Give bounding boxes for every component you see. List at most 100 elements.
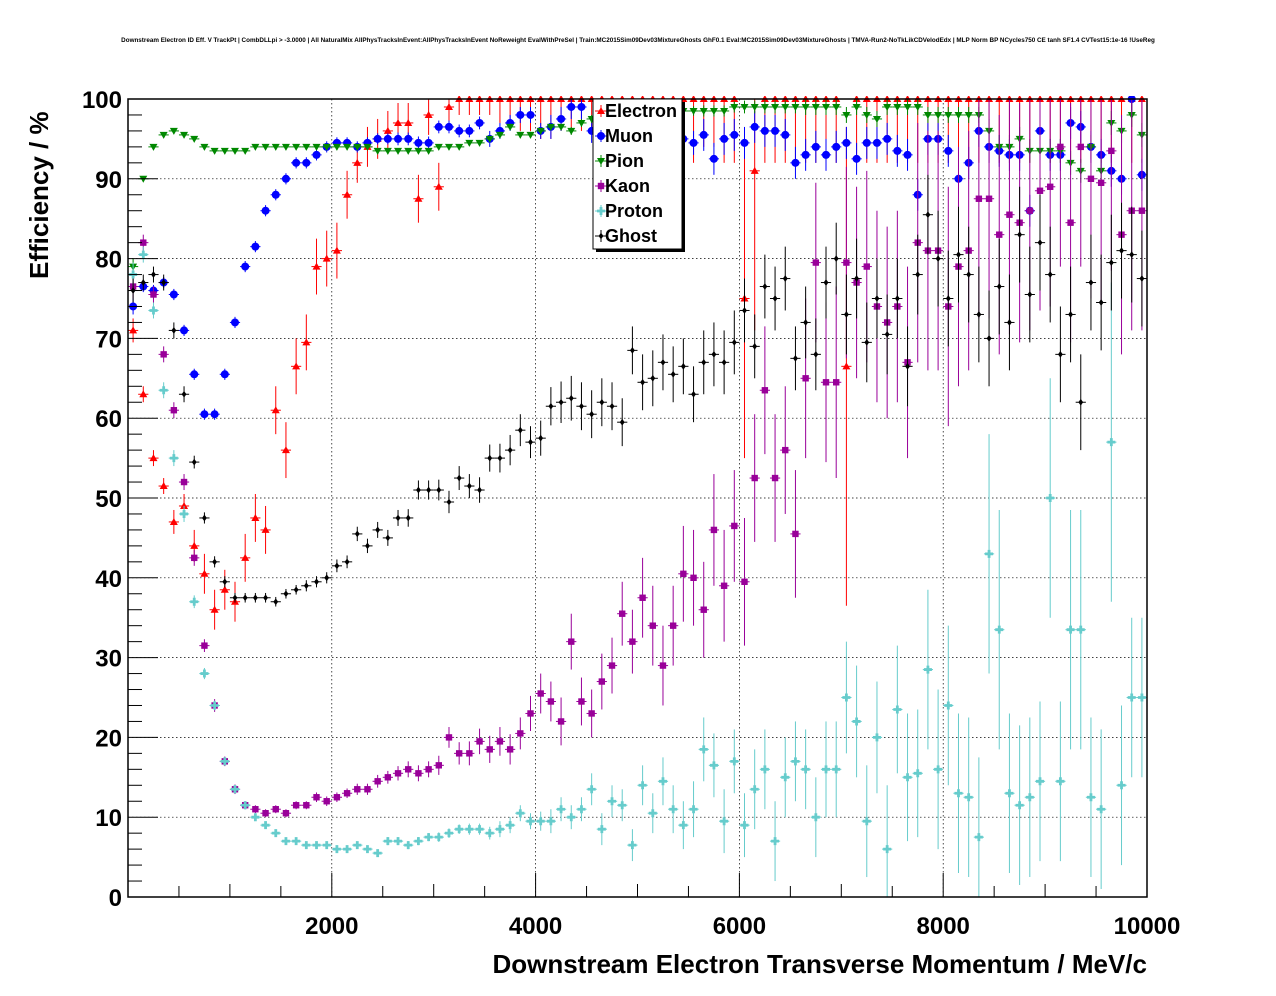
kaon-point	[700, 606, 707, 613]
electron-point	[180, 501, 189, 509]
electron-point	[424, 110, 433, 118]
ghost-point	[354, 530, 360, 538]
pion-point	[495, 131, 504, 139]
y-tick-label: 60	[95, 406, 122, 433]
proton-point	[954, 789, 963, 798]
proton-point	[1056, 777, 1065, 786]
y-axis-title: Efficiency / %	[24, 111, 54, 279]
ghost-point	[446, 498, 452, 506]
ghost-point	[609, 402, 615, 410]
ghost-point	[528, 438, 533, 446]
kaon-point	[150, 291, 157, 298]
ghost-point	[1078, 398, 1084, 406]
electron-point	[210, 605, 219, 613]
proton-point	[669, 805, 678, 814]
ghost-point	[222, 578, 228, 586]
muon-point	[699, 130, 708, 139]
muon-point	[394, 134, 403, 143]
ghost-point	[945, 295, 951, 302]
kaon-point	[191, 554, 198, 562]
kaon-point	[1097, 179, 1105, 186]
pion-point	[444, 143, 453, 151]
kaon-point	[659, 662, 667, 669]
kaon-point	[537, 690, 544, 697]
kaon-point	[568, 638, 575, 645]
electron-point	[434, 182, 443, 190]
ghost-point	[303, 582, 309, 590]
kaon-point	[833, 379, 840, 386]
ghost-point	[232, 594, 238, 602]
muon-point	[200, 410, 209, 419]
ghost-point	[263, 594, 268, 602]
kaon-point	[252, 806, 259, 813]
proton-point	[149, 306, 158, 315]
proton-point	[1076, 625, 1085, 634]
proton-point	[679, 821, 688, 830]
proton-point	[383, 837, 392, 846]
pion-point	[832, 103, 841, 111]
muon-point	[516, 110, 525, 119]
muon-point	[465, 126, 474, 135]
ghost-point	[426, 486, 432, 494]
pion-point	[526, 131, 535, 139]
pion-point	[353, 143, 362, 151]
muon-point	[771, 126, 780, 135]
y-tick-label: 100	[82, 87, 122, 114]
pion-point	[913, 103, 922, 111]
proton-point	[822, 765, 831, 774]
pion-point	[934, 111, 943, 119]
ghost-point	[365, 542, 370, 550]
proton-point	[281, 837, 290, 846]
kaon-point	[649, 622, 656, 629]
ghost-point	[1017, 231, 1023, 239]
muon-point	[781, 130, 790, 139]
electron-point	[842, 362, 851, 370]
pion-point	[893, 103, 902, 111]
muon-point	[893, 146, 902, 155]
ghost-point	[731, 338, 737, 346]
ghost-point	[864, 338, 870, 346]
pion-point	[750, 103, 759, 111]
ghost-point	[691, 390, 696, 398]
proton-point	[557, 805, 566, 814]
pion-point	[699, 107, 708, 115]
proton-point	[628, 841, 637, 850]
ghost-point	[1007, 319, 1012, 326]
electron-point	[220, 585, 229, 593]
ghost-point	[782, 275, 788, 282]
electron-point	[394, 118, 403, 126]
proton-point	[271, 829, 280, 838]
pion-point	[720, 107, 729, 115]
kaon-point	[710, 526, 718, 534]
proton-point	[842, 693, 851, 702]
proton-point	[893, 705, 902, 714]
kaon-point	[843, 259, 850, 266]
y-tick-label: 40	[95, 566, 122, 593]
electron-point	[353, 158, 362, 166]
kaon-point	[425, 766, 432, 773]
kaon-point	[1057, 143, 1064, 151]
muon-point	[903, 150, 912, 159]
ghost-point	[293, 586, 299, 594]
ghost-point	[640, 378, 645, 386]
ghost-point	[701, 358, 707, 366]
proton-point	[241, 801, 250, 810]
proton-point	[1137, 693, 1146, 702]
proton-point	[251, 813, 260, 822]
pion-point	[964, 111, 973, 119]
pion-point	[465, 139, 474, 147]
muon-point	[261, 206, 270, 215]
ghost-point	[1027, 291, 1033, 298]
x-tick-label: 10000	[1114, 913, 1181, 940]
ghost-point	[905, 362, 910, 370]
ghost-point	[191, 458, 197, 466]
pion-point	[210, 147, 219, 155]
proton-point	[1086, 793, 1095, 802]
proton-point	[709, 761, 718, 770]
kaon-point	[486, 746, 493, 753]
kaon-point	[1006, 211, 1013, 218]
kaon-point	[272, 806, 279, 813]
ghost-point	[416, 486, 421, 494]
proton-point	[485, 829, 494, 838]
